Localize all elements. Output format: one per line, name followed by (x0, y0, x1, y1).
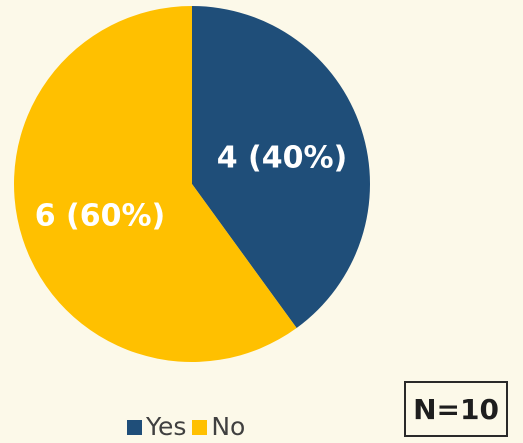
pie-slice-yes (192, 6, 370, 329)
legend: Yes No (127, 413, 251, 441)
legend-swatch-no (192, 419, 208, 435)
legend-label-yes: Yes (146, 412, 187, 441)
legend-swatch-yes (127, 419, 142, 435)
pie-labels: 4 (40%) 6 (60%) (35, 141, 348, 234)
legend-item-yes: Yes (127, 413, 186, 441)
legend-item-no: No (192, 413, 245, 441)
slice-label-no: 6 (60%) (35, 199, 166, 234)
sample-size-annotation: N=10 (404, 381, 508, 437)
slice-label-yes: 4 (40%) (217, 141, 348, 176)
legend-label-no: No (211, 412, 246, 441)
pie-slices (13, 6, 370, 362)
pie-slice-no (13, 6, 297, 362)
